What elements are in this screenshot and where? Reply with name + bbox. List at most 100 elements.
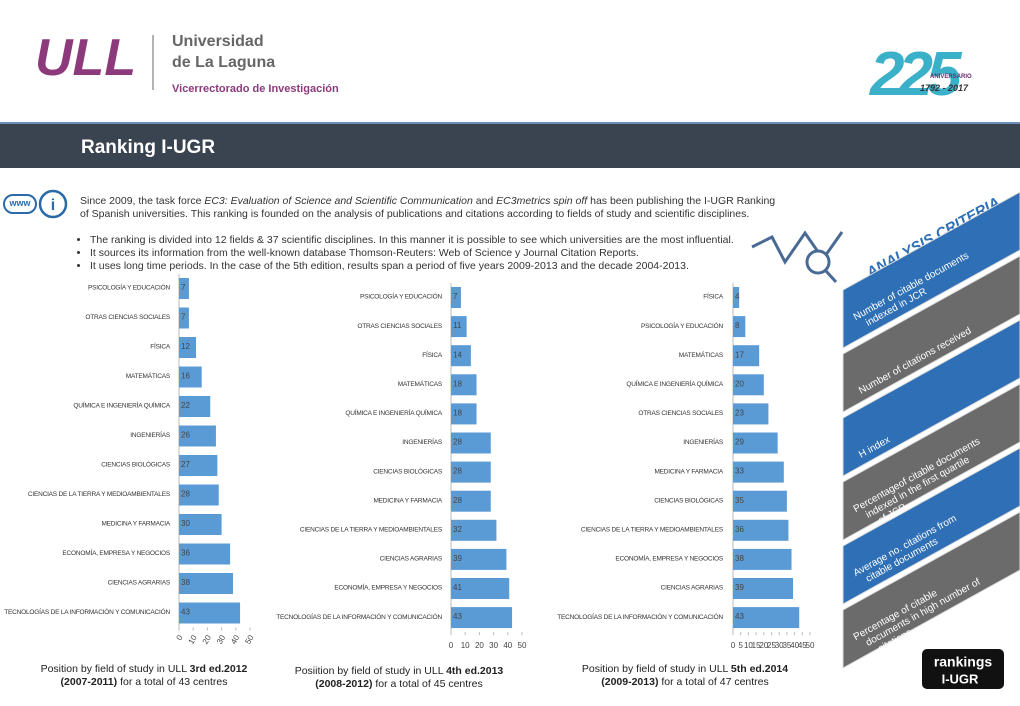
x-tick-label: 20 <box>201 633 214 646</box>
x-tick-label: 40 <box>503 641 512 650</box>
anniversary-years: 1792 - 2017 <box>920 83 969 93</box>
bullet-list: The ranking is divided into 12 fields & … <box>80 234 790 273</box>
category-label: ECONOMÍA, EMPRESA Y NEGOCIOS <box>62 548 170 557</box>
x-tick-label: 30 <box>775 641 784 650</box>
value-label: 16 <box>181 372 190 381</box>
category-label: PSICOLOGÍA Y EDUCACIÓN <box>641 321 724 330</box>
value-label: 28 <box>181 490 190 499</box>
value-label: 7 <box>181 283 186 292</box>
caption: Position by field of study in ULL 5th ed… <box>570 663 800 689</box>
caption-text: Position by field of study in ULL <box>40 663 190 675</box>
x-tick-label: 20 <box>475 641 484 650</box>
bar <box>179 366 202 388</box>
vicerrectorado: Vicerrectorado de Investigación <box>172 83 339 95</box>
value-label: 26 <box>181 431 190 440</box>
category-label: CIENCIAS AGRARIAS <box>380 556 443 563</box>
caption-text: Position by field of study in ULL <box>581 663 731 675</box>
bar <box>179 484 219 506</box>
bar <box>179 573 233 594</box>
banner <box>0 123 1020 168</box>
category-label: MATEMÁTICAS <box>398 379 443 388</box>
x-tick-label: 50 <box>806 641 815 650</box>
value-label: 8 <box>735 321 740 330</box>
value-label: 39 <box>735 583 744 592</box>
bar <box>451 490 491 512</box>
bar <box>733 403 769 425</box>
value-label: 4 <box>735 292 740 301</box>
criteria-band <box>842 319 1020 477</box>
bar <box>451 374 477 396</box>
category-label: CIENCIAS DE LA TIERRA Y MEDIOAMBIENTALES <box>28 491 171 498</box>
bar <box>733 374 764 396</box>
category-label: FÍSICA <box>150 342 171 351</box>
category-label: CIENCIAS AGRARIAS <box>108 580 171 587</box>
bar <box>451 461 491 483</box>
bar <box>733 345 760 367</box>
x-tick-label: 10 <box>744 641 753 650</box>
value-label: 23 <box>735 409 744 418</box>
analysis-icon <box>751 230 844 284</box>
x-tick-label: 35 <box>782 641 791 650</box>
category-label: INGENIERÍAS <box>402 437 443 446</box>
x-tick-label: 15 <box>752 641 761 650</box>
category-label: CIENCIAS DE LA TIERRA Y MEDIOAMBIENTALES <box>300 527 443 534</box>
x-tick-label: 50 <box>243 633 256 646</box>
category-label: CIENCIAS DE LA TIERRA Y MEDIOAMBIENTALES <box>581 527 724 534</box>
x-tick-label: 10 <box>461 641 470 650</box>
value-label: 22 <box>181 401 190 410</box>
x-tick-label: 10 <box>187 633 200 646</box>
bullet: It sources its information from the well… <box>90 247 790 260</box>
bar <box>733 432 778 454</box>
value-label: 43 <box>735 612 744 621</box>
category-label: FÍSICA <box>422 350 443 359</box>
category-label: MATEMÁTICAS <box>679 350 724 359</box>
anniversary-label: ANIVERSARIO <box>930 74 972 80</box>
x-tick-label: 40 <box>790 641 799 650</box>
value-label: 11 <box>453 321 462 330</box>
value-label: 36 <box>735 525 744 534</box>
value-label: 38 <box>735 554 744 563</box>
logo: ULL <box>35 29 136 87</box>
caption: Position by field of study in ULL 3rd ed… <box>29 663 259 689</box>
category-label: QUÍMICA E INGENIERÍA QUÍMICA <box>73 401 170 410</box>
value-label: 18 <box>453 379 462 388</box>
category-label: PSICOLOGÍA Y EDUCACIÓN <box>360 292 443 301</box>
value-label: 28 <box>453 467 462 476</box>
info-icon <box>38 189 68 219</box>
value-label: 27 <box>181 460 190 469</box>
intro-text: and <box>472 195 497 207</box>
www-icon <box>3 194 37 214</box>
info-icon-text: i <box>51 197 55 214</box>
badge-line2: I-UGR <box>942 671 979 686</box>
x-tick-label: 20 <box>759 641 768 650</box>
category-label: QUÍMICA E INGENIERÍA QUÍMICA <box>626 379 723 388</box>
x-tick-label: 0 <box>731 641 736 650</box>
category-label: INGENIERÍAS <box>130 430 171 439</box>
intro-em: EC3: Evaluation of Science and Scientifi… <box>204 195 473 207</box>
x-tick-label: 45 <box>798 641 807 650</box>
intro-em: EC3metrics spin off <box>496 195 588 207</box>
category-label: OTRAS CIENCIAS SOCIALES <box>85 314 170 321</box>
bar <box>733 490 787 512</box>
value-label: 28 <box>453 438 462 447</box>
x-tick-label: 30 <box>489 641 498 650</box>
anniversary-number: 225 <box>869 40 963 109</box>
category-label: MATEMÁTICAS <box>126 371 171 380</box>
x-tick-label: 50 <box>518 641 527 650</box>
criteria-band <box>842 383 1020 541</box>
bar <box>451 403 477 425</box>
caption-text: Posiition by field of study in ULL <box>294 665 447 677</box>
bar <box>733 578 794 599</box>
bar <box>451 287 461 308</box>
value-label: 39 <box>453 554 462 563</box>
value-label: 38 <box>181 578 190 587</box>
value-label: 33 <box>735 467 744 476</box>
value-label: 43 <box>453 612 462 621</box>
university: de La Laguna <box>172 54 275 71</box>
badge-line1: rankings <box>934 654 993 670</box>
badge <box>922 649 1004 689</box>
bar <box>179 602 241 624</box>
bar <box>179 307 189 329</box>
